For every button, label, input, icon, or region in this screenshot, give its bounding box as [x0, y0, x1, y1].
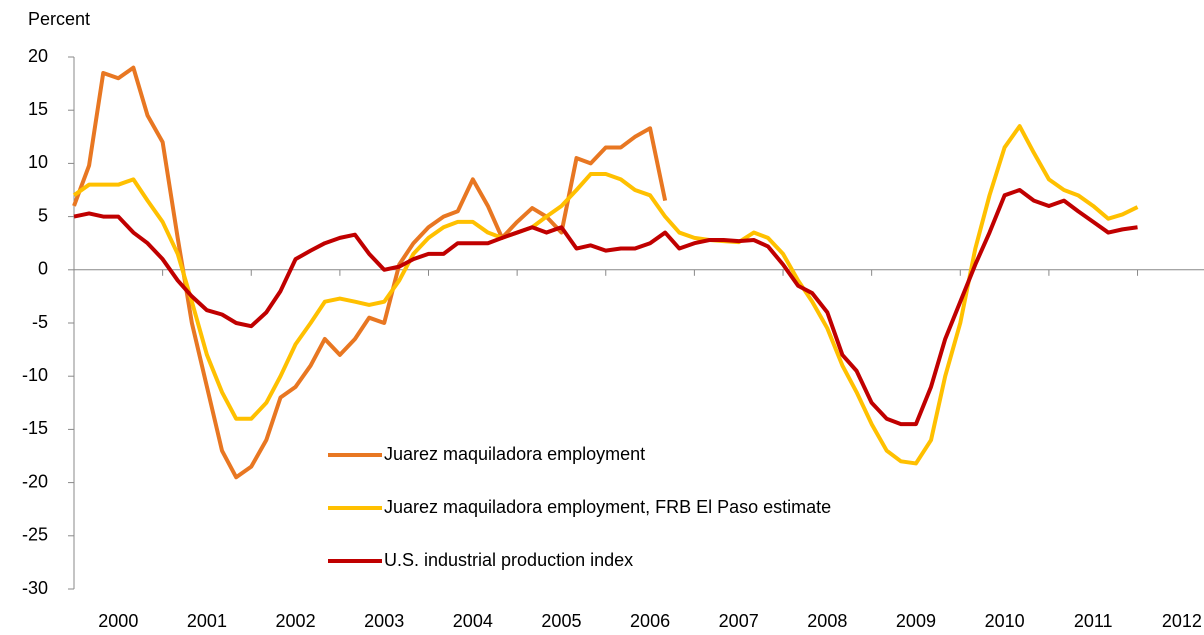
y-tick-label: 5	[38, 205, 48, 225]
y-tick-label: -10	[22, 365, 48, 385]
y-tick-label: 20	[28, 46, 48, 66]
x-tick-label: 2012	[1162, 611, 1202, 631]
x-tick-label: 2003	[364, 611, 404, 631]
x-tick-label: 2007	[719, 611, 759, 631]
line-series	[72, 65, 668, 480]
y-tick-label: -25	[22, 525, 48, 545]
legend-label: Juarez maquiladora employment, FRB El Pa…	[384, 497, 831, 517]
y-tick-label: 10	[28, 152, 48, 172]
y-tick-label: -20	[22, 471, 48, 491]
x-tick-label: 2006	[630, 611, 670, 631]
x-tick-label: 2011	[1074, 611, 1113, 631]
y-axis-label: Percent	[28, 9, 90, 29]
y-tick-label: -5	[32, 312, 48, 332]
legend-label: Juarez maquiladora employment	[384, 444, 645, 464]
x-tick-label: 2004	[453, 611, 493, 631]
line-series	[72, 124, 1139, 466]
x-tick-label: 2001	[187, 611, 227, 631]
legend-label: U.S. industrial production index	[384, 550, 633, 570]
y-tick-label: 15	[28, 99, 48, 119]
y-tick-label: 0	[38, 259, 48, 279]
x-tick-label: 2009	[896, 611, 936, 631]
x-tick-label: 2008	[807, 611, 847, 631]
y-tick-label: -30	[22, 578, 48, 598]
x-tick-label: 2002	[276, 611, 316, 631]
x-tick-label: 2005	[541, 611, 581, 631]
y-tick-label: -15	[22, 418, 48, 438]
line-series	[73, 188, 1138, 427]
x-tick-label: 2000	[98, 611, 138, 631]
x-tick-label: 2010	[985, 611, 1025, 631]
